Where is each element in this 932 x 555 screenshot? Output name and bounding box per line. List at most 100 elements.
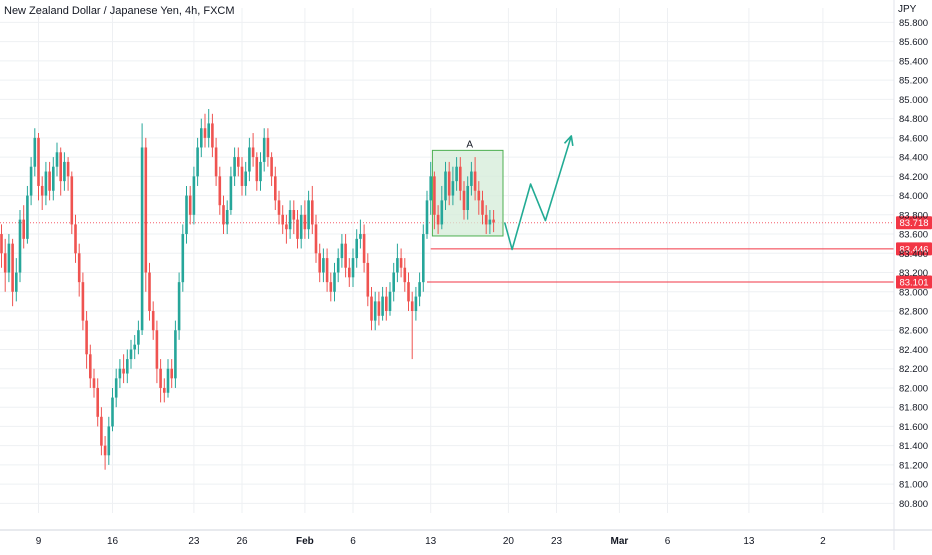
candle-body: [211, 123, 214, 148]
x-tick-label: 26: [236, 536, 248, 547]
candle-body: [196, 147, 199, 177]
candle-body: [333, 272, 336, 292]
y-tick-label: 81.800: [899, 403, 928, 414]
candle-body: [322, 258, 325, 273]
candle-body: [314, 224, 318, 254]
x-tick-label: 9: [36, 536, 42, 547]
candle-body: [359, 234, 362, 239]
y-tick-label: 83.600: [899, 230, 928, 241]
candle-body: [148, 272, 151, 311]
candle-body: [348, 267, 351, 278]
candle-body: [37, 137, 40, 186]
candle-body: [418, 282, 421, 297]
candle-body: [151, 311, 155, 331]
candle-body: [163, 387, 166, 393]
y-tick-label: 82.400: [899, 345, 928, 356]
candle-body: [473, 171, 477, 191]
x-tick-label: 23: [551, 536, 563, 547]
x-tick-label: 13: [425, 536, 437, 547]
y-tick-label: 82.000: [899, 383, 928, 394]
candle-body: [81, 282, 85, 321]
candle-body: [185, 195, 188, 235]
candle-body: [388, 291, 392, 311]
candle-body: [407, 282, 410, 302]
candle-body: [222, 205, 225, 225]
candle-body: [385, 296, 388, 311]
candle-body: [44, 171, 48, 196]
candle-body: [403, 267, 407, 283]
x-tick-label: 23: [188, 536, 200, 547]
y-tick-label: 85.600: [899, 37, 928, 48]
x-tick-label: 20: [503, 536, 515, 547]
candle-body: [329, 282, 333, 292]
candle-body: [103, 445, 107, 456]
candle-body: [229, 176, 233, 210]
x-tick-label: 16: [107, 536, 119, 547]
candle-body: [422, 234, 425, 283]
grid: [0, 8, 894, 513]
candle-body: [340, 243, 344, 259]
y-tick-label: 82.200: [899, 364, 928, 375]
y-tick-label: 82.800: [899, 307, 928, 318]
candle-body: [181, 234, 185, 283]
candle-body: [92, 378, 96, 388]
candle-body: [155, 330, 159, 369]
candle-body: [166, 368, 170, 393]
candle-body: [462, 190, 466, 210]
candle-body: [96, 387, 99, 417]
candle-body: [410, 301, 414, 311]
candle-body: [77, 253, 81, 283]
candle-body: [29, 166, 33, 196]
candle-body: [111, 397, 114, 427]
candle-body: [399, 258, 403, 268]
candle-body: [255, 157, 259, 182]
y-tick-label: 84.200: [899, 172, 928, 183]
candle-body: [3, 253, 7, 273]
arrow-head-icon: [563, 135, 574, 146]
y-tick-label: 85.200: [899, 76, 928, 87]
candle-body: [311, 200, 314, 225]
candle-body: [100, 416, 103, 446]
x-tick-label: Mar: [611, 536, 629, 547]
price-level-label: 83.446: [899, 244, 928, 255]
candle-body: [66, 161, 70, 177]
y-tick-label: 80.800: [899, 499, 928, 510]
candle-body: [277, 200, 281, 215]
candle-body: [344, 243, 347, 268]
x-tick-label: 2: [820, 536, 826, 547]
candle-body: [303, 214, 307, 230]
price-level-tag: [896, 275, 932, 289]
candle-body: [200, 128, 203, 148]
y-tick-label: 81.000: [899, 480, 928, 491]
price-level-label: 83.101: [899, 278, 928, 289]
candle-body: [240, 166, 244, 186]
candle-body: [74, 224, 77, 254]
projection-line[interactable]: [503, 135, 573, 251]
price-level-tag: [896, 216, 932, 230]
candle-body: [15, 272, 18, 292]
x-tick-label: 13: [743, 536, 755, 547]
y-tick-label: 82.600: [899, 326, 928, 337]
candle-body: [237, 157, 240, 167]
range-box-label: A: [466, 139, 473, 150]
candle-body: [396, 258, 399, 273]
candle-body: [351, 258, 355, 278]
candle-body: [492, 219, 495, 223]
candle-body: [285, 224, 288, 230]
candle-body: [244, 171, 247, 186]
candle-body: [433, 176, 436, 215]
candle-body: [126, 359, 129, 374]
candle-body: [370, 296, 373, 321]
candle-body: [262, 137, 266, 162]
candle-body: [170, 368, 173, 379]
candle-body: [11, 243, 14, 292]
candle-body: [436, 214, 440, 225]
candle-body: [444, 171, 447, 201]
candle-body: [26, 195, 29, 239]
candle-body: [85, 320, 88, 355]
candle-body: [177, 282, 181, 331]
y-tick-label: 85.800: [899, 18, 928, 29]
